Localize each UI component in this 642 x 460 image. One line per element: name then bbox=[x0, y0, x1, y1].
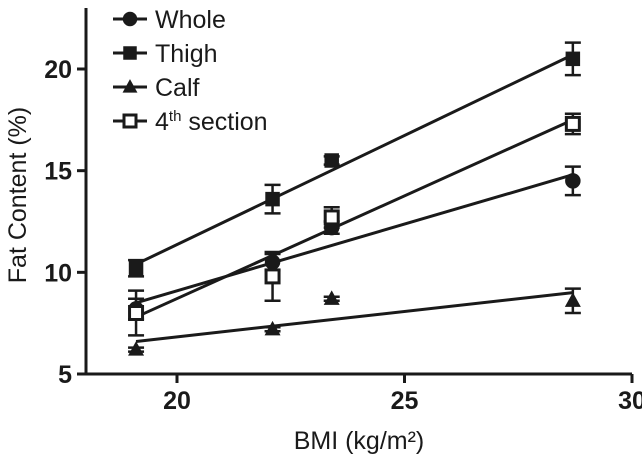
legend-label-whole: Whole bbox=[155, 6, 226, 34]
legend-marker-4th-section bbox=[122, 113, 138, 129]
x-tick-label: 25 bbox=[391, 387, 419, 415]
point-calf bbox=[564, 292, 581, 307]
x-axis-label: BMI (kg/m²) bbox=[294, 427, 425, 455]
legend-label-calf: Calf bbox=[155, 74, 200, 102]
legend: Whole Thigh Calf 4th section bbox=[113, 6, 268, 136]
point-4th-section bbox=[323, 209, 340, 226]
x-tick-label: 20 bbox=[163, 387, 191, 415]
point-whole bbox=[565, 173, 581, 189]
point-4th-section bbox=[564, 115, 581, 132]
point-calf bbox=[128, 341, 145, 356]
fit-line-thigh bbox=[135, 53, 574, 266]
point-4th-section bbox=[128, 305, 145, 321]
point-thigh bbox=[565, 51, 581, 67]
y-tick-label: 5 bbox=[58, 361, 72, 389]
legend-marker-calf bbox=[122, 79, 138, 93]
point-4th-section bbox=[264, 268, 281, 285]
point-thigh bbox=[128, 261, 144, 276]
legend-label-thigh: Thigh bbox=[155, 40, 218, 68]
legend-label-4th-section: 4th section bbox=[155, 108, 268, 136]
data-points bbox=[128, 51, 581, 356]
x-tick-label: 30 bbox=[618, 387, 642, 415]
point-calf bbox=[264, 320, 281, 336]
point-whole bbox=[264, 254, 281, 270]
legend-marker-thigh bbox=[123, 46, 137, 60]
point-thigh bbox=[265, 191, 280, 207]
fit-line-calf bbox=[135, 291, 574, 343]
fit-lines bbox=[135, 53, 574, 343]
legend-marker-whole bbox=[122, 11, 138, 27]
legend-item-whole: Whole bbox=[113, 6, 226, 34]
legend-item-thigh: Thigh bbox=[113, 40, 218, 68]
fit-line-whole bbox=[135, 173, 574, 305]
legend-item-calf: Calf bbox=[113, 74, 200, 102]
y-tick-label: 15 bbox=[44, 158, 72, 186]
point-calf bbox=[323, 290, 340, 305]
y-tick-label: 10 bbox=[44, 259, 72, 287]
fit-line-4th-section bbox=[135, 118, 574, 319]
axis-ticks: 20 25 30 5 10 15 20 bbox=[44, 56, 642, 415]
y-tick-label: 20 bbox=[44, 56, 72, 84]
y-axis-label: Fat Content (%) bbox=[4, 107, 32, 283]
legend-item-4th-section: 4th section bbox=[113, 108, 268, 136]
point-thigh bbox=[324, 153, 339, 168]
